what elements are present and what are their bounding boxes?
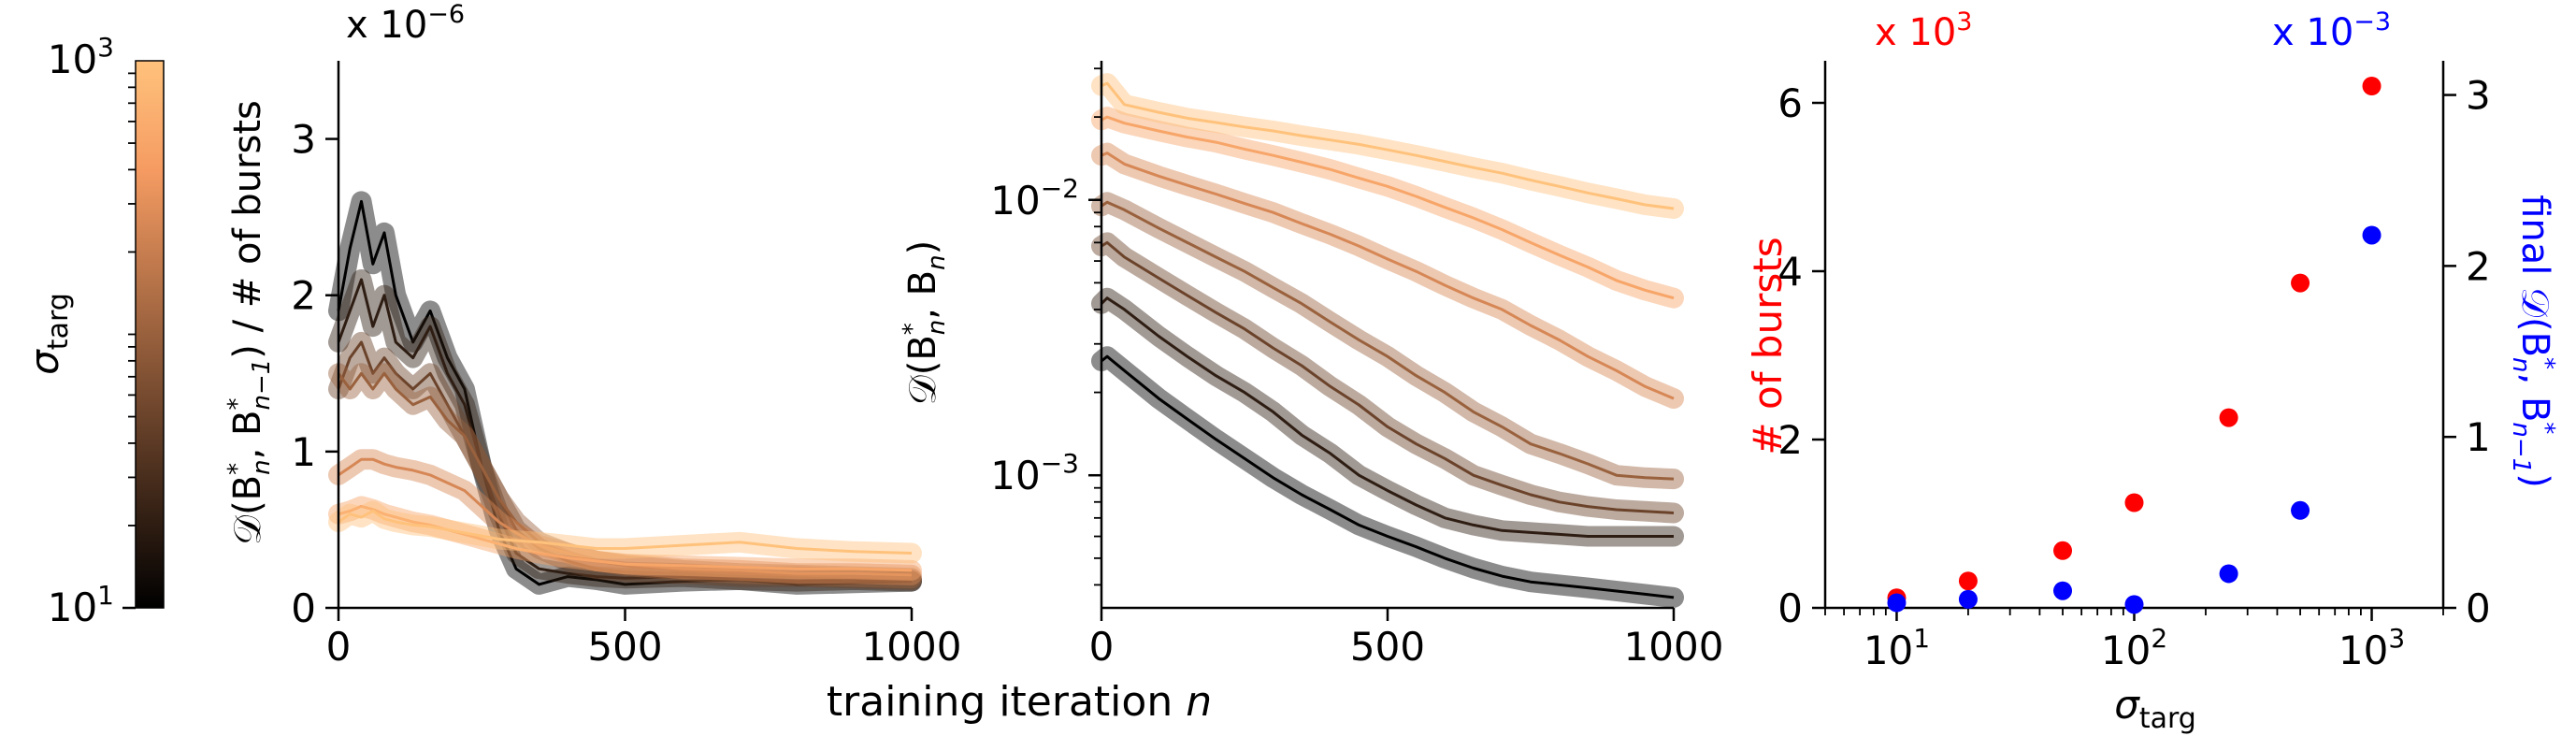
colorbar-ticks	[122, 72, 136, 610]
panel-a-x-tick-label: 1000	[862, 624, 962, 670]
panel-b-x-tick-label: 1000	[1624, 624, 1724, 670]
colorbar-tick-label-min: 101	[48, 580, 114, 630]
panel-a-axes: 0 500 1000 0 1 2 3	[291, 61, 961, 670]
panel-b-line-250	[1101, 152, 1675, 400]
panel-c-xlabel: σtarg	[2114, 682, 2196, 735]
panel-c-point-left	[2124, 493, 2144, 512]
panel-c-right-y-tick-label: 0	[2466, 585, 2491, 631]
panel-c-right-y-tick-label: 1	[2466, 414, 2491, 460]
panel-b-line-50	[1101, 240, 1675, 514]
panel-c-left-y-tick-label: 0	[1777, 585, 1803, 631]
panel-c: 101 102 103 0 2 4 6 0 1 2 3 x 103 x 10−3 # of burs…	[1745, 7, 2559, 735]
panel-c-point-right	[2219, 564, 2238, 584]
panel-c-point-right	[2053, 581, 2073, 600]
panel-a-line-250	[338, 457, 913, 577]
panel-c-point-left	[1958, 571, 1978, 591]
panel-c-point-right	[2124, 595, 2144, 614]
shared-xlabel: training iteration n	[827, 678, 1212, 726]
panel-b-x-tick-label: 500	[1350, 624, 1425, 670]
panel-a-x-tick-label: 500	[587, 624, 662, 670]
panel-b-series	[1091, 73, 1684, 608]
panel-c-x-tick-label: 102	[2101, 623, 2167, 673]
panel-c-point-right	[1958, 589, 1978, 609]
panel-c-point-right	[1887, 593, 1907, 613]
panel-c-left-multiplier: x 103	[1875, 7, 1972, 54]
panel-c-x-tick-label: 103	[2339, 623, 2405, 673]
panel-c-right-y-tick-label: 3	[2466, 73, 2491, 119]
panel-a-y-tick-label: 0	[291, 585, 316, 631]
panel-c-right-y-tick-label: 2	[2466, 243, 2491, 289]
colorbar: 103 101 σtarg	[22, 32, 165, 630]
panel-b-line-10	[1101, 354, 1675, 599]
panel-c-right-multiplier: x 10−3	[2272, 7, 2391, 54]
panel-c-point-right	[2291, 500, 2310, 520]
panel-b-x-tick-label: 0	[1089, 624, 1115, 670]
panel-a-line-1000	[338, 509, 913, 555]
panel-a-ylabel: 𝒟(B*n, B*n−1) / # of bursts	[223, 100, 276, 545]
panel-a-y-tick-label: 1	[291, 429, 316, 475]
panel-a: 0 500 1000 0 1 2 3 x 10−6 𝒟(B*n, B*n−1) / # of…	[223, 0, 961, 670]
panel-a-y-tick-label: 3	[291, 117, 316, 163]
panel-b-line-100	[1101, 200, 1675, 481]
colorbar-label: σtarg	[22, 293, 75, 375]
panel-c-point-left	[2053, 541, 2073, 560]
panel-c-left-y-tick-label: 6	[1777, 80, 1803, 126]
panel-b-line-500	[1101, 115, 1675, 300]
panel-a-line-20	[337, 278, 913, 584]
colorbar-tick-label-max: 103	[48, 32, 114, 82]
panel-a-band-1000	[328, 500, 922, 564]
panel-a-x-tick-label: 0	[326, 624, 352, 670]
panel-a-series	[328, 191, 922, 595]
panel-b-band-10	[1091, 346, 1684, 608]
panel-b-y-tick-label: 10−2	[990, 173, 1079, 224]
panel-b-line-20	[1100, 296, 1674, 538]
panel-c-left-ylabel: # of bursts	[1745, 237, 1791, 455]
panel-c-left-y-tick-label: 4	[1777, 249, 1803, 295]
colorbar-gradient	[135, 60, 165, 609]
panel-b-ylabel: 𝒟(B*n, Bn)	[899, 240, 951, 405]
panel-c-point-right	[2362, 225, 2382, 245]
panel-c-axes: 101 102 103 0 2 4 6 0 1 2 3	[1777, 61, 2491, 673]
panel-c-point-left	[2362, 77, 2382, 95]
panel-c-left-y-tick-label: 2	[1777, 417, 1803, 463]
panel-c-points	[1887, 77, 2382, 614]
panel-c-right-ylabel: final 𝒟(B*n, B*n−1)	[2507, 195, 2559, 488]
panel-c-point-left	[2219, 408, 2238, 427]
panel-c-point-left	[2291, 273, 2310, 293]
panel-b: 0 500 1000 10−2 10−3 𝒟(B*n, Bn)	[899, 61, 1723, 670]
panel-a-line-100	[337, 371, 913, 580]
panel-a-y-tick-label: 2	[291, 273, 316, 319]
panel-b-axes: 0 500 1000 10−2 10−3	[990, 61, 1723, 670]
panel-b-y-tick-label: 10−3	[990, 448, 1079, 498]
panel-b-line-1000	[1101, 81, 1675, 210]
panel-a-multiplier: x 10−6	[346, 0, 465, 47]
panel-a-line-500	[338, 504, 913, 572]
panel-c-x-tick-label: 101	[1864, 623, 1930, 673]
panel-a-line-10	[337, 199, 913, 586]
